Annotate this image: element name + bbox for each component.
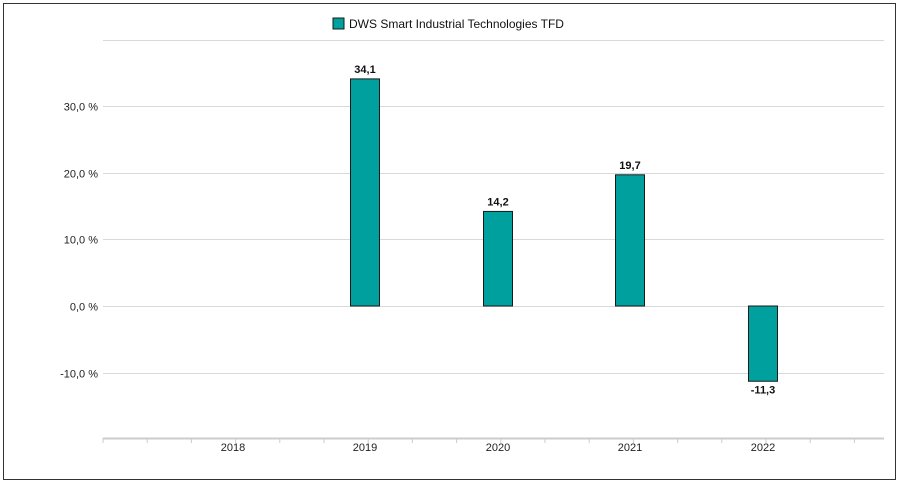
x-tick-label: 2018 [221, 442, 245, 454]
x-tick-label: 2021 [618, 442, 642, 454]
data-label-2020: 14,2 [487, 196, 508, 208]
data-label-2021: 19,7 [619, 160, 640, 172]
legend: DWS Smart Industrial Technologies TFD [332, 17, 564, 31]
y-tick-label: 0,0 % [70, 302, 98, 314]
bar-2022 [748, 305, 778, 382]
y-axis-ticks: 30,0 % 20,0 % 10,0 % 0,0 % -10,0 % [60, 102, 98, 381]
bar-2019 [350, 78, 380, 307]
x-tick-label: 2020 [486, 442, 510, 454]
data-label-2022: -11,3 [751, 384, 775, 396]
bar-2021 [615, 174, 645, 307]
legend-label: DWS Smart Industrial Technologies TFD [349, 17, 564, 31]
chart-frame [3, 3, 896, 480]
data-label-2019: 34,1 [354, 64, 375, 76]
x-tick-label: 2022 [751, 442, 775, 454]
data-labels: 34,1 14,2 19,7 -11,3 [354, 64, 775, 396]
bars [350, 78, 778, 382]
y-tick-label: -10,0 % [60, 369, 98, 381]
y-tick-label: 30,0 % [64, 102, 98, 114]
x-axis: 2018 2019 2020 2021 2022 [102, 437, 884, 454]
legend-swatch [332, 17, 345, 30]
bar-2020 [483, 210, 513, 307]
x-tick-label: 2019 [353, 442, 377, 454]
y-tick-label: 10,0 % [64, 235, 98, 247]
y-tick-label: 20,0 % [64, 169, 98, 181]
